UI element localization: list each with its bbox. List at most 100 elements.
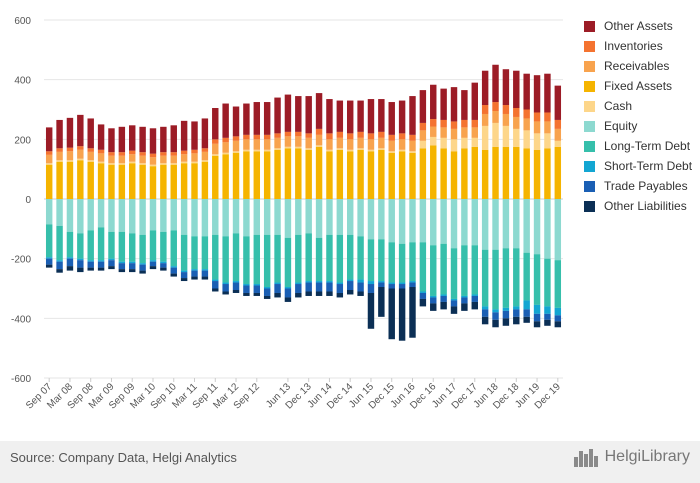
bar-segment [388,151,395,153]
bar-segment [481,249,489,307]
bar-segment [201,199,209,237]
bar-segment [554,140,562,147]
bar-segment [450,139,458,152]
bar-segment [201,151,209,161]
bars [45,64,562,341]
bar-segment [295,146,302,149]
bar-segment [461,297,468,304]
bar-segment [180,234,188,271]
bar-segment [118,152,126,156]
bar-segment [108,164,115,199]
bar-segment [201,118,209,149]
bar-segment [305,149,312,199]
bar-segment [450,128,458,140]
bar-segment [232,233,240,282]
bar-segment [502,113,510,126]
bar-segment [170,164,177,199]
bar-segment [243,151,250,199]
bar-segment [419,148,427,199]
bar-segment [253,139,261,150]
bar-segment [87,148,94,152]
bar-segment [357,148,364,150]
bar-segment [554,307,562,316]
bar-segment [523,309,530,317]
bar-segment [481,316,489,325]
bar-segment [450,199,458,249]
bar-segment [149,157,157,165]
bar-segment [45,154,53,164]
bar-segment [97,163,105,199]
bar-segment [471,295,478,302]
bar-segment [544,313,551,320]
bar-segment [160,199,167,232]
bar-segment [222,291,229,295]
bar-segment [253,134,261,140]
bar-segment [461,148,468,199]
bar-segment [45,199,53,225]
bar-segment [533,75,541,113]
bar-segment [315,237,323,282]
bar-segment [523,109,530,119]
bar-segment [357,236,364,280]
bar-segment [201,161,209,199]
bar-segment [108,155,115,164]
bar-segment [243,149,250,152]
bar-segment [170,152,177,156]
bar-segment [45,163,53,165]
bar-segment [295,292,302,298]
legend-label: Inventories [604,39,663,53]
bar-segment [305,148,312,150]
bar-segment [492,122,499,147]
bar-segment [243,285,250,293]
bar-segment [367,292,375,329]
bar-segment [160,126,167,153]
bar-segment [315,282,323,292]
bar-segment [212,288,219,292]
bar-segment [180,278,188,282]
bar-segment [232,106,240,137]
bar-segment [56,119,63,149]
bar-segment [315,93,323,129]
bar-segment [139,152,146,156]
bar-segment [461,119,468,128]
bar-segment [170,230,177,267]
bar-segment [336,100,344,132]
bar-segment [160,163,167,165]
bar-segment [398,243,406,283]
bar-segment [253,149,261,152]
bar-segment [554,315,562,322]
bar-segment [513,108,520,117]
bar-segment [295,284,302,293]
bar-segment [471,82,478,120]
bar-segment [346,279,354,282]
bar-segment [97,260,105,262]
bar-segment [243,236,250,285]
bar-segment [56,225,63,261]
bar-segment [492,309,499,313]
bar-segment [108,199,115,232]
bar-segment [450,151,458,199]
legend-label: Other Liabilities [604,199,687,213]
bar-segment [533,321,541,328]
bar-segment [66,258,74,267]
bar-segment [440,294,447,296]
bar-segment [388,284,395,289]
bar-segment [471,119,478,128]
legend-swatch [584,100,595,112]
bar-segment [118,261,126,264]
bar-segment [523,316,530,323]
bar-segment [160,267,167,271]
bar-segment [222,152,229,155]
bar-segment [66,147,74,152]
bar-segment [66,266,74,271]
bar-segment [139,155,146,164]
bar-segment [77,160,84,199]
bar-segment [336,149,344,199]
bar-segment [263,295,271,299]
bar-segment [544,319,551,326]
bar-segment [388,134,395,141]
bar-segment [201,276,209,280]
bar-segment [180,154,188,162]
bar-segment [409,282,416,288]
bar-segment [191,199,198,237]
